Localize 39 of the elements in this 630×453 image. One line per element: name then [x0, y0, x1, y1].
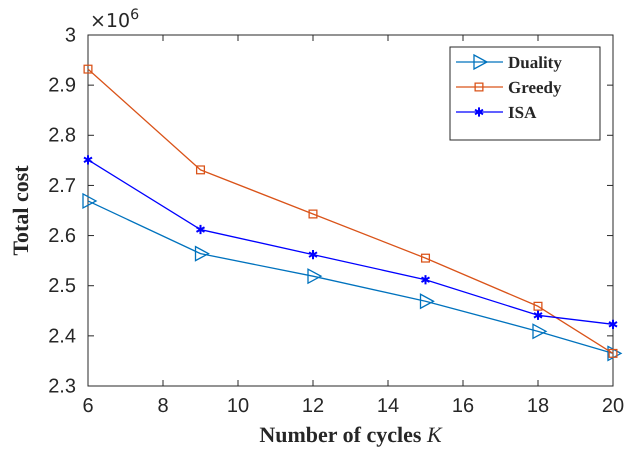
point [196, 165, 206, 174]
point [308, 248, 318, 260]
point [82, 154, 94, 166]
point [532, 324, 547, 339]
x-tick-label: 6 [82, 395, 94, 418]
x-tick-label: 8 [157, 395, 169, 418]
y-tick-label: 2.5 [48, 275, 76, 298]
point [82, 193, 97, 209]
y-tick-label: 2.3 [48, 375, 76, 398]
x-tick-label: 16 [452, 395, 474, 418]
point [83, 64, 93, 74]
point [195, 224, 206, 236]
x-tick-label: 12 [302, 395, 324, 418]
y-tick-label: 2.9 [48, 74, 76, 97]
point [307, 268, 322, 284]
point [608, 318, 618, 330]
point [533, 302, 543, 311]
point [532, 310, 544, 321]
legend-label: ISA [508, 103, 538, 122]
legend-label: Greedy [508, 78, 562, 97]
y-tick-label: 2.4 [48, 325, 76, 348]
y-tick-label: 2.8 [48, 124, 76, 147]
x-tick-label: 18 [526, 395, 550, 418]
y-axis-title: Total cost [8, 164, 33, 256]
point [420, 294, 434, 309]
point [308, 209, 318, 219]
x-tick-label: 10 [226, 395, 250, 418]
point [194, 246, 210, 262]
x-tick-label: 14 [376, 395, 400, 418]
point [420, 254, 430, 263]
y-tick-label: 2.7 [48, 174, 76, 197]
x-axis-title: Number of cycles K [259, 422, 443, 447]
y-tick-label: 3 [64, 24, 76, 46]
point [607, 346, 622, 362]
legend-label: Duality [508, 53, 562, 72]
point [420, 274, 431, 286]
x-tick-label: 20 [602, 395, 624, 418]
y-tick-label: 2.6 [48, 224, 76, 247]
text: ×10$^{6}$ [90, 7, 140, 32]
